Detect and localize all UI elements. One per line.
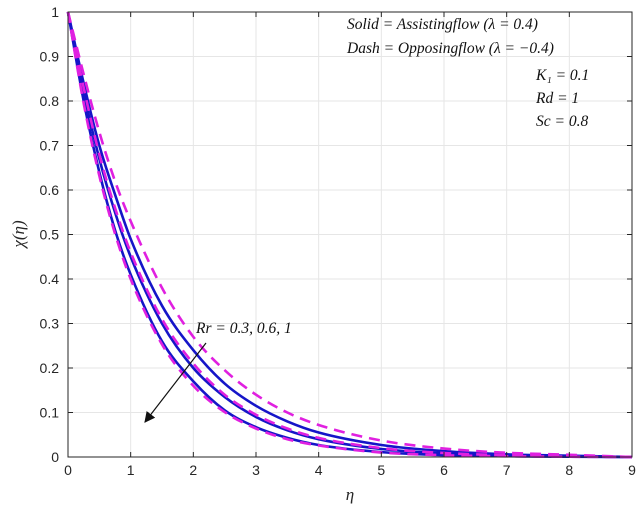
y-tick-label: 0.6 [40,182,60,198]
x-tick-label: 4 [315,462,323,478]
y-axis-label: χ(η) [9,220,28,250]
x-tick-label: 0 [64,462,72,478]
y-tick-label: 0.7 [40,138,60,154]
x-tick-label: 3 [252,462,260,478]
x-tick-label: 9 [628,462,636,478]
x-tick-label: 2 [189,462,197,478]
legend-dash-text: Dash = Opposingflow (λ = −0.4) [346,40,554,57]
rr-annotation-text: Rr = 0.3, 0.6, 1 [195,320,292,337]
x-tick-label: 6 [440,462,448,478]
y-tick-label: 1 [51,4,59,20]
dash-series-line-5 [66,11,633,459]
y-tick-label: 0.4 [40,271,60,287]
series-layer [66,11,633,459]
ticks [67,11,633,458]
dash-series-line-4 [66,11,633,459]
x-tick-label: 1 [127,462,135,478]
x-tick-label: 7 [503,462,511,478]
param-k1-text: K₁ = 0.1 [535,67,589,84]
x-tick-label: 8 [565,462,573,478]
rr-annotation-arrow [144,342,207,423]
y-tick-label: 0.9 [40,49,60,65]
param-rd-text: Rd = 1 [535,90,579,107]
x-axis-label: η [346,485,354,504]
y-tick-label: 0.2 [40,360,60,376]
solid-series-line-2 [66,11,633,459]
y-tick-label: 0.1 [40,405,60,421]
y-tick-label: 0.5 [40,227,60,243]
y-tick-label: 0.8 [40,93,60,109]
tick-labels: 0 1 2 3 4 5 6 7 8 9 0 0.1 0.2 0.3 0.4 0.5 0.6 0.7 0.8 0.9 1 [40,4,637,478]
y-tick-label: 0.3 [40,316,60,332]
x-tick-label: 5 [377,462,385,478]
y-tick-label: 0 [51,449,59,465]
param-sc-text: Sc = 0.8 [536,113,588,130]
dash-series-line-3 [66,11,633,459]
legend-solid-text: Solid = Assistingflow (λ = 0.4) [347,16,538,33]
